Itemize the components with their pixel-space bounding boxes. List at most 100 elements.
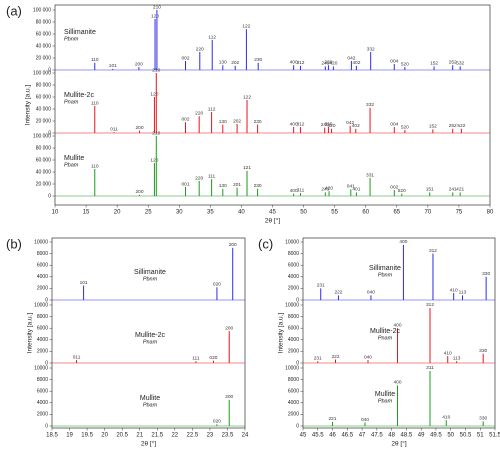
peak-label: 312 <box>429 248 437 254</box>
peak-label: 312 <box>296 60 304 66</box>
series-name: Mullite-2c <box>370 328 400 335</box>
panel-label: (a) <box>6 3 22 18</box>
y-tick-label: 4000 <box>288 337 299 343</box>
peak-label: 151 <box>426 187 434 193</box>
x-tick-label: 45.5 <box>312 433 324 439</box>
peak-label: 111 <box>208 173 216 179</box>
series-name: Sillimanite <box>134 269 166 276</box>
y-tick-label: 2000 <box>288 412 299 418</box>
x-tick-label: 40 <box>238 210 245 216</box>
x-tick-label: 75 <box>456 210 463 216</box>
y-tick-label: 0 <box>296 423 299 429</box>
peak-label: 240 <box>321 122 329 128</box>
y-tick-label: 40 000 <box>36 106 52 112</box>
y-tick-label: 6000 <box>37 389 48 395</box>
x-tick-label: 46 <box>329 433 336 439</box>
peak-label: 421 <box>456 187 464 193</box>
x-tick-label: 48.5 <box>401 433 413 439</box>
peak-label: 113 <box>453 356 461 362</box>
peak-label: 101 <box>109 63 117 69</box>
peak-label: 040 <box>367 290 375 296</box>
peak-label: 200 <box>225 394 233 400</box>
series-name: Sillimanite <box>64 29 96 36</box>
peak-label: 121 <box>243 165 251 171</box>
y-tick-label: 0 <box>296 360 299 366</box>
peak-label: 222 <box>331 354 339 360</box>
y-tick-label: 20 000 <box>36 118 52 124</box>
x-tick-label: 10 <box>52 210 59 216</box>
peak-label: 400 <box>399 239 407 245</box>
x-tick-label: 50.5 <box>460 433 472 439</box>
y-tick-label: 4000 <box>288 274 299 280</box>
plot-frame <box>51 237 246 429</box>
peak-label: 001 <box>181 181 189 187</box>
peak-label: 221 <box>329 416 337 422</box>
peak-label: 520 <box>398 188 406 194</box>
x-tick-label: 55 <box>331 210 338 216</box>
x-tick-label: 46.5 <box>341 433 353 439</box>
peak-label: 112 <box>208 34 216 40</box>
x-tick-label: 51 <box>477 433 484 439</box>
y-tick-label: 6000 <box>37 263 48 269</box>
y-tick-label: 100 000 <box>33 70 51 76</box>
peak-label: 112 <box>208 106 216 112</box>
peak-label: 020 <box>209 355 217 361</box>
y-tick-label: 2000 <box>37 412 48 418</box>
peak-label: 202 <box>233 118 241 124</box>
series-name: Mullite <box>140 395 160 402</box>
peak-label: 532 <box>456 61 464 67</box>
x-axis-label: 2θ [°] <box>265 217 280 225</box>
peak-label: 410 <box>444 350 452 356</box>
peak-label: 231 <box>314 356 322 362</box>
y-tick-label: 10000 <box>34 365 48 371</box>
peak-label: 522 <box>457 123 465 129</box>
peak-label: 330 <box>324 121 332 127</box>
peak-label: 040 <box>364 354 372 360</box>
x-tick-label: 50 <box>300 210 307 216</box>
series-subtitle: Pbnm <box>143 276 158 282</box>
peak-label: 230 <box>254 119 262 125</box>
series-subtitle: Pbam <box>378 398 393 404</box>
x-tick-label: 45 <box>269 210 276 216</box>
x-tick-label: 20 <box>114 210 121 216</box>
peak-label: 120 <box>150 91 158 97</box>
peak-label: 230 <box>254 183 262 189</box>
y-tick-label: 0 <box>296 297 299 303</box>
peak-label: 312 <box>296 121 304 127</box>
y-tick-label: 8000 <box>288 314 299 320</box>
peak-label: 200 <box>229 242 237 248</box>
peak-label: 240 <box>321 187 329 193</box>
peak-label: 402 <box>352 123 360 129</box>
y-tick-label: 60 000 <box>36 31 52 37</box>
y-tick-label: 60 000 <box>36 157 52 163</box>
series-name: Sillimanite <box>369 265 401 272</box>
x-tick-label: 50 <box>447 433 454 439</box>
peak-label: 020 <box>213 419 221 425</box>
series-name: Mullite-2c <box>135 332 165 339</box>
peak-label: 042 <box>347 55 355 61</box>
y-tick-label: 10000 <box>34 239 48 245</box>
peak-label: 230 <box>254 57 262 63</box>
peak-label: 041 <box>347 184 355 190</box>
y-tick-label: 0 <box>45 297 48 303</box>
x-tick-label: 22.5 <box>187 433 199 439</box>
panel-label: (c) <box>258 236 273 251</box>
peak-label: 420 <box>329 61 337 67</box>
peak-label: 110 <box>91 57 99 63</box>
peak-label: 400 <box>290 188 298 194</box>
y-tick-label: 8000 <box>288 251 299 257</box>
peak-label: 332 <box>367 46 375 52</box>
y-tick-label: 60 000 <box>36 94 52 100</box>
peak-label: 400 <box>290 121 298 127</box>
peak-label: 520 <box>401 124 409 130</box>
peak-label: 200 <box>135 61 143 67</box>
peak-label: 311 <box>297 187 305 193</box>
y-tick-label: 80 000 <box>36 145 52 151</box>
peak-label: 110 <box>91 163 99 169</box>
series-subtitle: Pnam <box>64 99 79 105</box>
y-tick-label: 6000 <box>288 326 299 332</box>
y-tick-label: 2000 <box>37 349 48 355</box>
x-tick-label: 15 <box>83 210 90 216</box>
peak-label: 002 <box>181 55 189 61</box>
peak-label: 130 <box>219 183 227 189</box>
